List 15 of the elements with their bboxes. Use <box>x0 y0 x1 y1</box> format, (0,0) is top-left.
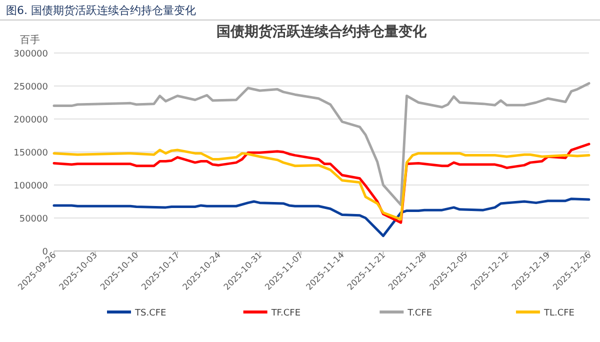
y-tick-label: 100000 <box>14 182 48 192</box>
caption: 图6. 国债期货活跃连续合约持仓量变化 <box>6 4 196 17</box>
chart-title: 国债期货活跃连续合约持仓量变化 <box>216 23 428 40</box>
legend-label: TS.CFE <box>134 308 167 318</box>
y-tick-label: 50000 <box>19 214 48 224</box>
y-tick-label: 150000 <box>14 148 48 158</box>
y-axis-title: 百手 <box>20 34 40 46</box>
legend-label: T.CFE <box>406 308 432 318</box>
y-tick-label: 250000 <box>14 82 48 92</box>
line-series <box>52 198 590 238</box>
legend-label: TF.CFE <box>270 308 301 318</box>
y-tick-label: 300000 <box>14 50 48 60</box>
line-series <box>52 82 590 206</box>
y-tick-label: 200000 <box>14 116 48 126</box>
legend-label: TL.CFE <box>542 308 575 318</box>
